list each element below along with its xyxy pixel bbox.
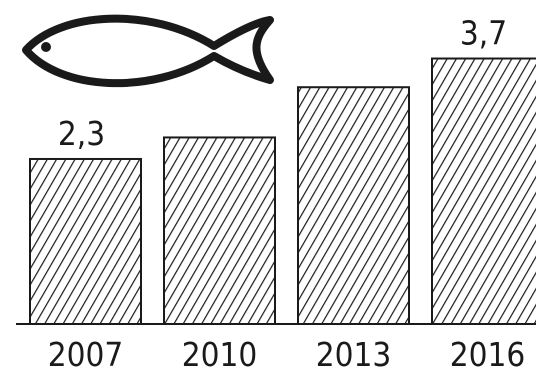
x-tick-label-2010: 2010 [182,335,258,373]
x-tick-label-2013: 2013 [316,335,392,373]
labels-layer: 2007 2,3 2010 2013 2016 3,7 [48,14,526,373]
x-tick-label-2007: 2007 [48,335,124,373]
data-label-2016: 3,7 [460,14,507,53]
x-tick-label-2016: 2016 [450,335,526,373]
bars-layer [29,57,536,326]
data-label-2007: 2,3 [58,114,105,153]
bar-2007 [29,157,142,325]
fish-icon [22,14,274,88]
bar-2016 [431,57,536,326]
bar-2013 [297,86,410,325]
bar-2010 [163,136,276,325]
